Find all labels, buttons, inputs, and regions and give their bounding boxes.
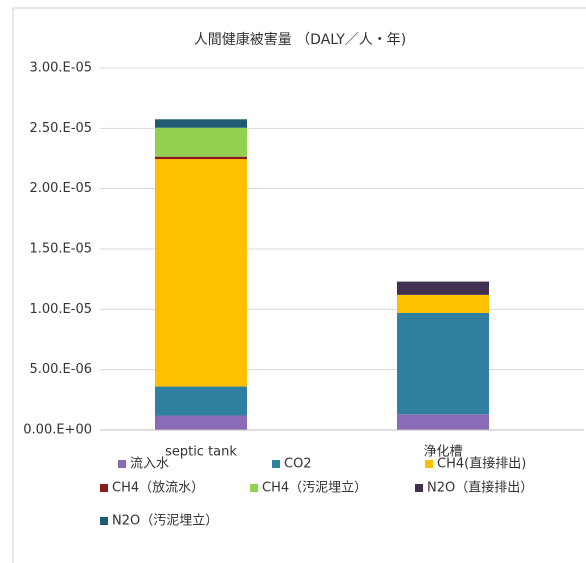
y-tick-label: 1.00.E-05 xyxy=(29,302,92,317)
legend-label: CH4（汚泥埋立） xyxy=(262,481,367,496)
legend-swatch xyxy=(425,460,433,468)
legend-label: CH4(直接排出) xyxy=(437,456,526,472)
bar-segment xyxy=(155,159,247,387)
y-tick-label: 5.00.E-06 xyxy=(29,362,92,377)
legend-swatch xyxy=(118,460,126,468)
bar-segment xyxy=(397,414,489,430)
bar-segment xyxy=(397,294,489,313)
bar-segment xyxy=(155,127,247,157)
chart-frame xyxy=(12,7,586,563)
legend-swatch xyxy=(100,484,108,492)
legend-swatch xyxy=(100,517,108,525)
bar-segment xyxy=(155,156,247,160)
bar-segment xyxy=(397,281,489,295)
legend-label: 流入水 xyxy=(130,457,169,472)
legend-label: N2O（汚泥埋立） xyxy=(112,514,218,529)
y-tick-label: 0.00.E+00 xyxy=(23,423,92,438)
legend-label: CH4（放流水） xyxy=(112,481,204,496)
y-tick-label: 3.00.E-05 xyxy=(29,61,92,76)
y-tick-label: 1.50.E-05 xyxy=(29,242,92,257)
chart-title: 人間健康被害量 （DALY／人・年) xyxy=(194,31,407,48)
y-tick-label: 2.00.E-05 xyxy=(29,181,92,196)
bar-segment xyxy=(397,312,489,415)
legend-label: N2O（直接排出） xyxy=(427,480,533,496)
x-tick-label: 浄化槽 xyxy=(423,445,462,460)
bar-segment xyxy=(155,386,247,416)
legend-swatch xyxy=(415,484,423,492)
legend-swatch xyxy=(272,460,280,468)
x-tick-label: septic tank xyxy=(165,445,237,460)
legend-label: CO2 xyxy=(284,457,312,472)
legend-swatch xyxy=(250,484,258,492)
bar-segment xyxy=(155,119,247,128)
bar-segment xyxy=(155,415,247,430)
y-tick-label: 2.50.E-05 xyxy=(29,121,92,136)
